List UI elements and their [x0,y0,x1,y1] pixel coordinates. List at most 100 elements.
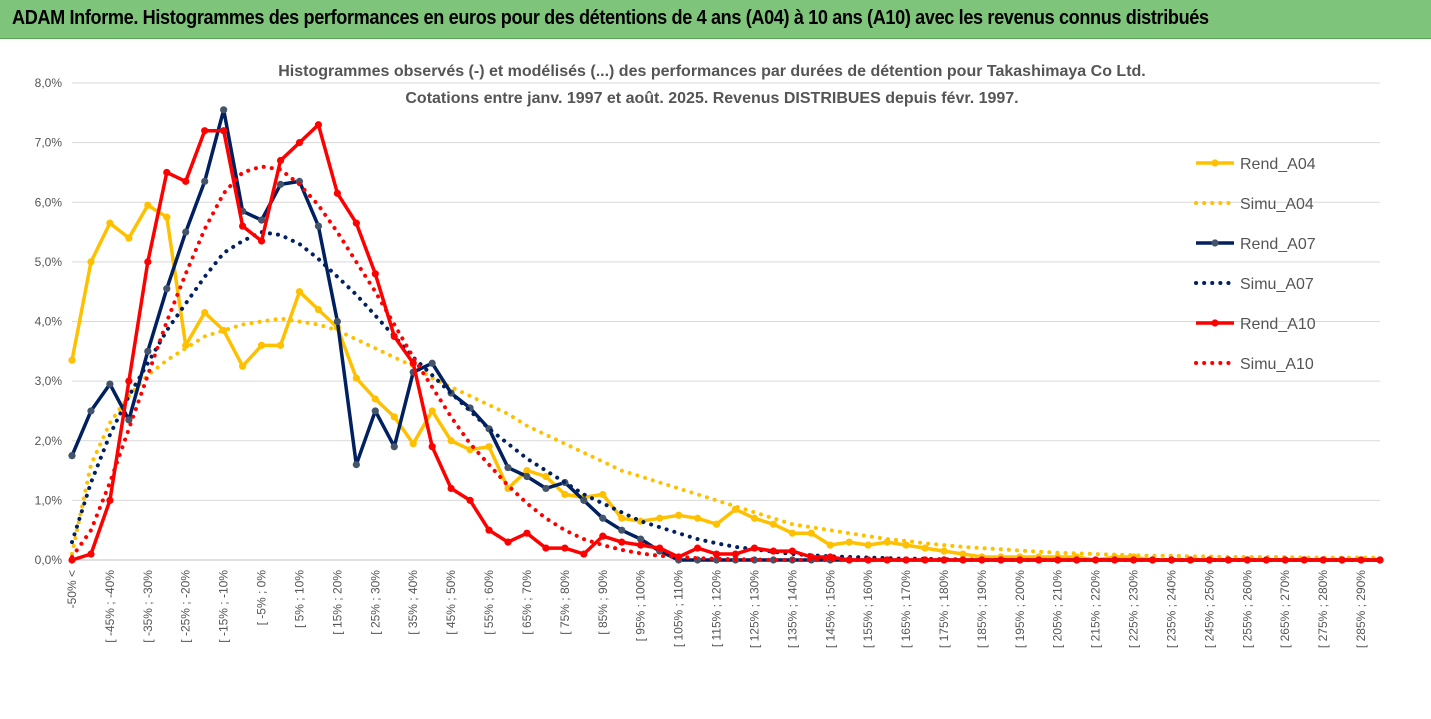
data-point-rend-a10 [87,550,95,558]
data-point-rend-a07 [769,556,777,564]
data-point-rend-a10 [1148,556,1157,564]
x-tick-label: [ -25% ; -20% [179,570,193,643]
x-tick-label: [ 215% ; 220% [1089,570,1103,648]
y-tick-label: 1,0% [35,493,63,507]
series-line-rend-a04 [70,203,1380,562]
legend-marker-rend-a07 [1211,239,1219,247]
data-point-rend-a10 [428,443,436,451]
data-point-rend-a10 [314,121,323,129]
y-tick-label: 0,0% [35,553,63,567]
data-point-rend-a10 [182,177,190,185]
x-tick-label: [ 65% ; 70% [520,570,534,635]
x-tick-label: [ 45% ; 50% [444,570,458,635]
data-point-rend-a10 [371,270,379,278]
series-line-simu-a04 [70,316,1382,560]
data-point-rend-a10 [561,544,569,552]
x-tick-label: [ 265% ; 270% [1278,570,1292,648]
data-point-rend-a10 [580,550,588,558]
data-point-rend-a10 [769,547,777,555]
x-tick-label: [ 275% ; 280% [1316,570,1330,648]
data-point-rend-a10 [1262,556,1270,564]
x-tick-label: [ 5% ; 10% [292,570,306,628]
x-tick-label: [ 95% ; 100% [634,570,648,642]
data-point-rend-a07 [163,285,171,293]
data-point-rend-a04 [561,490,569,499]
x-tick-label: [ 105% ; 110% [672,570,686,647]
data-point-rend-a07 [523,472,531,481]
data-point-rend-a10 [693,544,702,552]
x-tick-label: [ 75% ; 80% [558,570,572,635]
data-point-rend-a04 [295,288,304,296]
data-point-rend-a10 [466,496,474,504]
data-point-rend-a10 [295,139,304,147]
y-tick-label: 6,0% [35,195,63,209]
legend-label-rend-a10: Rend_A10 [1240,316,1316,333]
y-tick-label: 8,0% [35,76,63,90]
legend-label-simu-a10: Simu_A10 [1240,356,1314,373]
data-point-rend-a10 [106,496,114,504]
data-point-rend-a04 [257,341,266,349]
y-tick-label: 7,0% [35,136,63,150]
data-point-rend-a10 [220,127,228,135]
data-point-rend-a10 [978,556,986,564]
data-point-rend-a10 [201,127,209,135]
series-line-rend-a10 [71,122,1380,562]
x-tick-label: [ -5% ; 0% [255,570,269,626]
data-point-rend-a04 [447,437,455,445]
data-point-rend-a04 [87,258,95,266]
data-point-rend-a04 [125,234,133,242]
data-point-rend-a04 [182,341,190,349]
data-point-rend-a04 [371,395,379,403]
data-point-rend-a10 [239,222,247,230]
data-point-rend-a04 [106,219,114,227]
data-point-rend-a10 [409,359,417,367]
data-point-rend-a04 [352,374,360,382]
data-point-rend-a10 [1205,556,1213,564]
data-point-rend-a10 [125,377,133,385]
legend-label-rend-a04: Rend_A04 [1240,156,1316,173]
data-point-rend-a10 [333,189,341,197]
data-point-rend-a07 [618,526,626,534]
x-tick-label: [ -35% ; -30% [141,570,155,643]
y-tick-label: 2,0% [35,434,63,448]
data-point-rend-a07 [276,180,285,188]
report-banner: ADAM Informe. Histogrammes des performan… [0,0,1431,39]
data-point-rend-a07 [637,535,645,543]
data-point-rend-a10 [276,156,285,165]
data-point-rend-a04 [693,514,702,522]
data-point-rend-a04 [504,484,512,493]
x-tick-label: [ 175% ; 180% [937,570,951,648]
data-point-rend-a07 [182,228,190,236]
x-tick-label: [ 185% ; 190% [975,570,989,648]
x-tick-label: [ 145% ; 150% [823,570,837,648]
data-point-rend-a07 [599,514,607,522]
legend-marker-rend-a10 [1211,319,1219,327]
y-tick-label: 3,0% [35,374,63,388]
data-point-rend-a10 [1035,556,1043,564]
data-point-rend-a10 [68,556,76,564]
data-point-rend-a10 [257,237,266,245]
data-point-rend-a04 [902,541,910,549]
x-tick-label: [ 255% ; 260% [1240,570,1254,648]
data-point-rend-a04 [807,529,815,537]
x-tick-label: [ 125% ; 130% [747,570,761,648]
x-tick-label: [ 195% ; 200% [1013,570,1027,648]
series-line-rend-a07 [70,108,1380,562]
data-point-rend-a04 [959,550,967,558]
x-tick-label: [ 225% ; 230% [1127,570,1141,648]
data-point-rend-a07 [428,359,436,367]
data-point-rend-a07 [144,347,152,355]
x-tick-label: [ 25% ; 30% [368,570,382,635]
report-title: ADAM Informe. Histogrammes des performan… [12,7,1209,29]
data-point-rend-a07 [68,452,76,460]
data-point-rend-a10 [1376,556,1384,564]
data-point-rend-a04 [144,201,152,209]
data-point-rend-a04 [599,490,607,499]
data-point-rend-a07 [314,222,323,230]
data-point-rend-a04 [826,541,834,549]
data-point-rend-a07 [542,484,550,493]
x-tick-label: [ 285% ; 290% [1354,570,1368,648]
data-point-rend-a04 [409,440,417,448]
data-point-rend-a04 [276,341,285,349]
